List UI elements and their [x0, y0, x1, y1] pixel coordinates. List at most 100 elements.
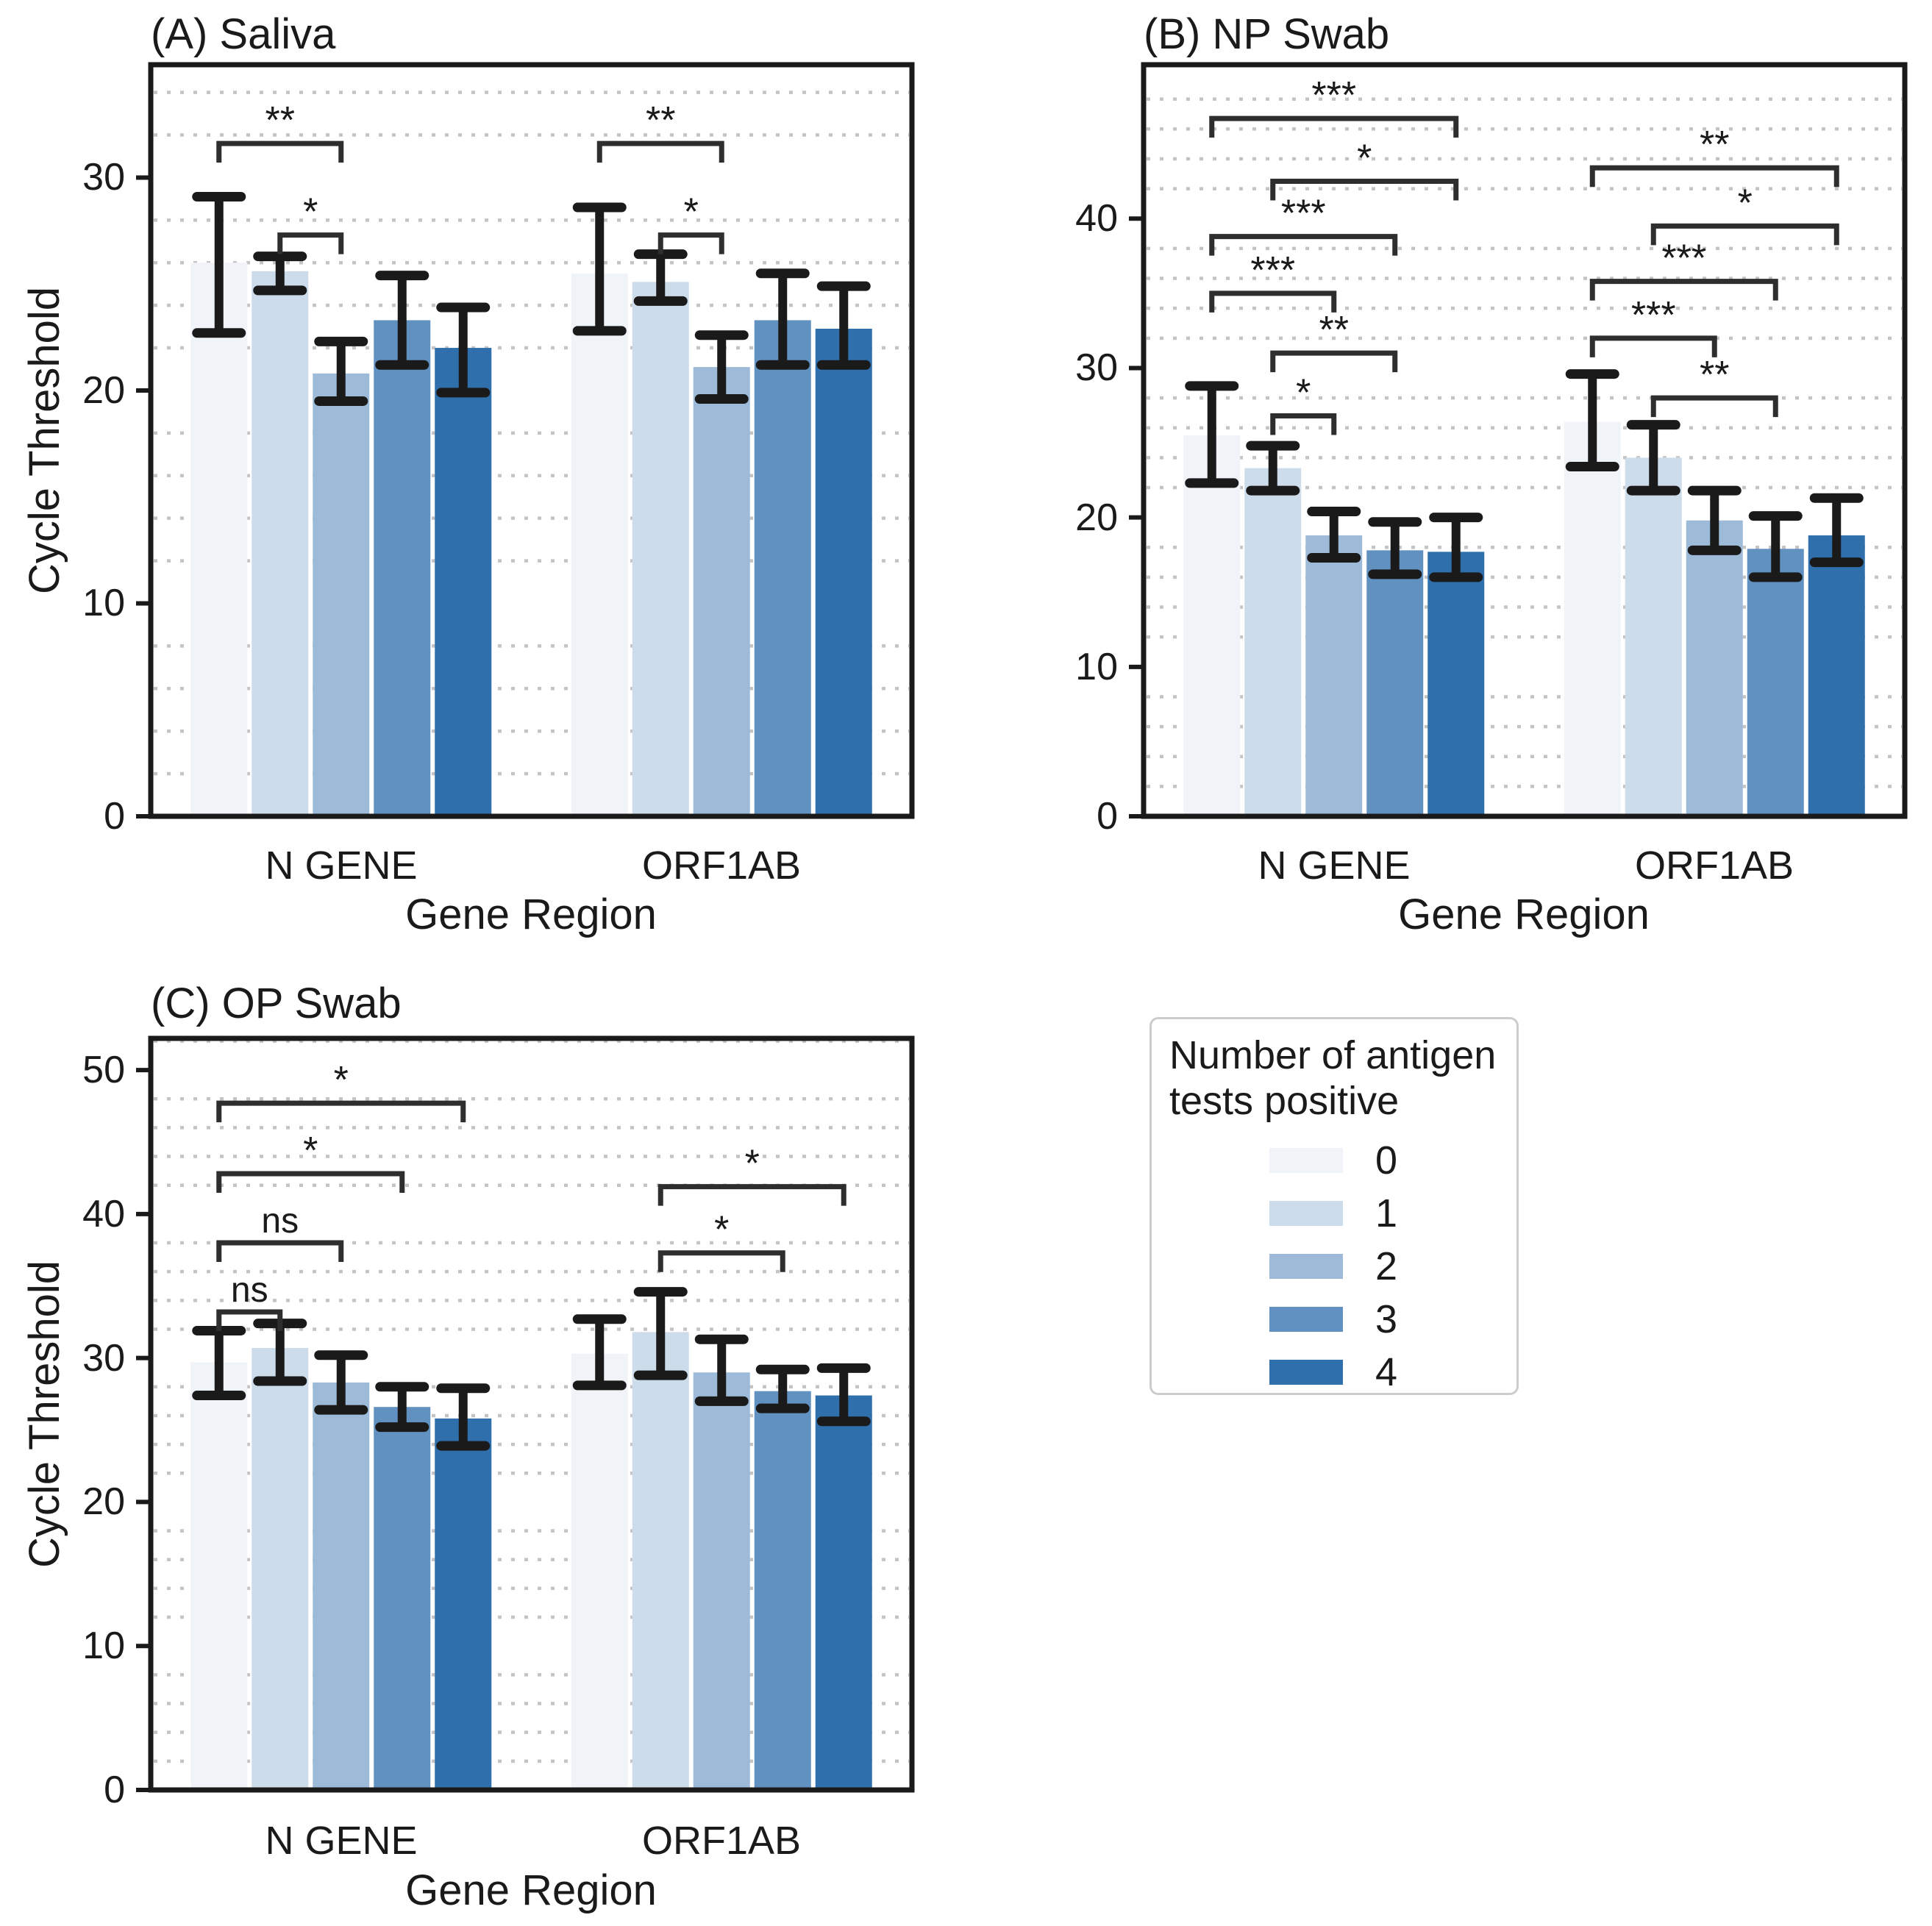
significance-label: * [1738, 182, 1753, 224]
significance-label: * [1357, 137, 1372, 179]
legend-item-2: 2 [1169, 1240, 1516, 1293]
y-tick-label: 10 [82, 582, 125, 625]
bar-series1-n-gene [252, 1347, 309, 1790]
bar-series2-n-gene [313, 373, 370, 816]
panel-c-plot: * * ns ns * * [136, 1035, 915, 1793]
significance-bracket [216, 1240, 344, 1263]
significance-bracket [1209, 290, 1337, 313]
bar-series3-orf1ab [754, 1391, 811, 1790]
bar-series3-n-gene [374, 320, 431, 816]
significance-bracket [657, 1184, 846, 1206]
panel-a-plot: ** * ** * [136, 62, 915, 819]
significance-bracket [596, 140, 724, 163]
significance-bracket [1270, 350, 1398, 373]
bar-series3-orf1ab [754, 320, 811, 816]
significance-label: *** [1661, 238, 1706, 280]
bar-series0-orf1ab [1564, 421, 1621, 816]
bar-series4-orf1ab [1808, 535, 1865, 816]
y-tick-label: 0 [104, 1769, 125, 1811]
y-tick-label: 0 [1097, 795, 1118, 838]
legend-label-2: 2 [1375, 1244, 1398, 1288]
significance-bracket [1589, 279, 1778, 301]
bar-series3-n-gene [1366, 550, 1424, 816]
y-tick-label: 40 [82, 1192, 125, 1235]
y-tick-label: 20 [1075, 496, 1118, 539]
bar-series4-n-gene [435, 1418, 492, 1790]
legend-swatch-0 [1269, 1148, 1343, 1173]
y-tick-label: 20 [82, 368, 125, 412]
legend-item-4: 4 [1169, 1346, 1516, 1399]
bar-series2-n-gene [313, 1382, 370, 1790]
y-tick-label: 20 [82, 1480, 125, 1524]
axes-spine [148, 1035, 915, 1793]
axes-spine [148, 62, 915, 819]
significance-label: ** [646, 99, 675, 142]
panel-a-title: (A) Saliva [151, 10, 336, 58]
panel-a-canvas: ****** [136, 62, 915, 819]
y-tick-label: 50 [82, 1049, 125, 1092]
significance-label: ** [1700, 124, 1729, 166]
bar-series1-n-gene [252, 271, 309, 816]
bar-series1-orf1ab [632, 282, 689, 816]
axes-spine [1141, 62, 1908, 819]
significance-label: ns [231, 1271, 268, 1310]
significance-bracket [216, 1171, 405, 1194]
significance-label: * [303, 191, 318, 234]
legend-item-3: 3 [1169, 1293, 1516, 1346]
significance-bracket [1270, 413, 1337, 435]
panel-b-title: (B) NP Swab [1144, 10, 1390, 58]
panel-b-xtick-n-gene: N GENE [1258, 843, 1411, 888]
bar-series1-orf1ab [1625, 457, 1682, 816]
significance-label: ** [1700, 354, 1729, 396]
bar-series4-orf1ab [815, 1395, 872, 1790]
panel-a-xtick-n-gene: N GENE [265, 843, 418, 888]
panel-a-xtick-orf1ab: ORF1AB [641, 843, 802, 888]
y-tick-label: 10 [82, 1624, 125, 1668]
y-tick-label: 10 [1075, 645, 1118, 688]
panel-c-xtick-n-gene: N GENE [265, 1819, 418, 1863]
bar-series0-orf1ab [571, 273, 628, 817]
y-tick-label: 30 [82, 156, 125, 199]
panel-a-xlabel: Gene Region [405, 891, 657, 938]
legend-label-0: 0 [1375, 1138, 1398, 1183]
bar-series0-n-gene [1183, 435, 1241, 816]
significance-bracket [277, 232, 344, 254]
legend-item-1: 1 [1169, 1187, 1516, 1240]
bar-series2-n-gene [1305, 535, 1363, 816]
significance-bracket [216, 1100, 466, 1123]
bar-series4-orf1ab [815, 329, 872, 817]
panel-b-xtick-orf1ab: ORF1AB [1634, 843, 1794, 888]
legend-items: 0 1 2 3 4 [1169, 1134, 1516, 1399]
significance-bracket [1650, 223, 1839, 246]
significance-label: *** [1631, 294, 1676, 337]
significance-label: ** [265, 99, 295, 142]
bar-series2-orf1ab [693, 367, 750, 816]
legend-swatch-4 [1269, 1360, 1343, 1385]
legend-label-4: 4 [1375, 1350, 1398, 1394]
legend-title-line-1: Number of antigen [1169, 1033, 1497, 1077]
bar-series0-orf1ab [571, 1353, 628, 1790]
bar-series0-n-gene [190, 263, 248, 816]
panel-c-xlabel: Gene Region [405, 1866, 657, 1914]
y-tick-label: 0 [104, 795, 125, 838]
panel-b-plot: *** * *** *** ** * ** * *** *** ** [1129, 62, 1908, 819]
significance-label: * [684, 191, 699, 234]
panel-b-canvas: ************************ [1129, 62, 1908, 819]
panel-b-xlabel: Gene Region [1398, 891, 1650, 938]
panel-c-ylabel: Cycle Threshold [21, 1260, 68, 1569]
significance-bracket [1209, 115, 1459, 138]
significance-bracket [216, 1309, 283, 1331]
legend-label-1: 1 [1375, 1191, 1398, 1235]
panel-c-title: (C) OP Swab [151, 980, 402, 1027]
significance-label: * [303, 1130, 318, 1172]
legend-label-3: 3 [1375, 1297, 1398, 1341]
bar-series3-n-gene [374, 1407, 431, 1790]
y-tick-label: 40 [1075, 197, 1118, 240]
significance-bracket [1589, 335, 1717, 357]
y-tick-label: 30 [1075, 346, 1118, 390]
significance-bracket [1589, 165, 1839, 188]
significance-label: *** [1250, 249, 1295, 292]
significance-label: ** [1319, 309, 1349, 352]
